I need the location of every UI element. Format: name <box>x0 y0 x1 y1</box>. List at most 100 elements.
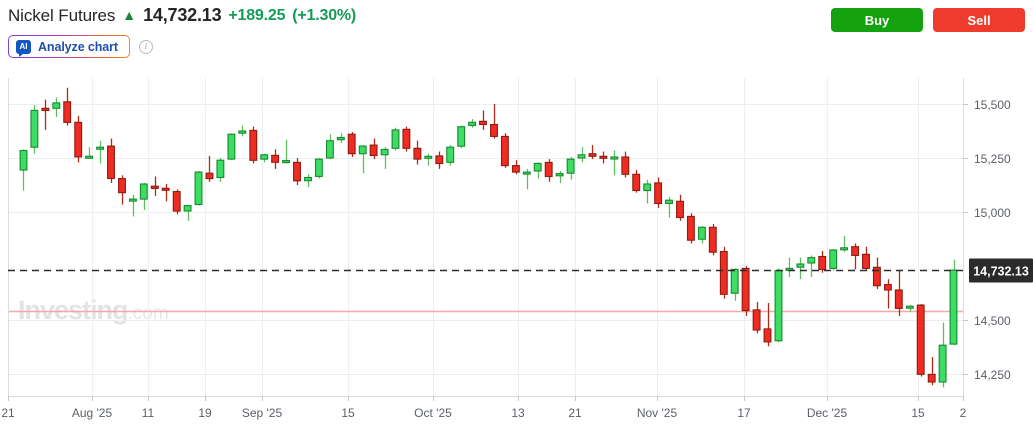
y-axis-label: 15,500 <box>974 98 1011 112</box>
candle-body <box>380 148 389 156</box>
candle-body <box>916 304 925 375</box>
candle-body <box>479 120 487 126</box>
candle-body <box>905 305 914 309</box>
ai-tools-row: AI Analyze chart i <box>8 35 153 58</box>
up-triangle-icon: ▲ <box>122 6 137 23</box>
candle-body <box>118 178 126 194</box>
candle-body <box>435 155 444 165</box>
candle-body <box>74 121 83 158</box>
x-axis-label: 2 <box>960 406 967 420</box>
candle-body <box>818 255 827 271</box>
candle-body <box>194 171 203 206</box>
candle-body <box>883 284 892 291</box>
candle-body <box>796 263 805 268</box>
candle-body <box>533 162 542 172</box>
candle-body <box>314 158 323 177</box>
candle-body <box>741 267 750 312</box>
candle-body <box>752 309 761 331</box>
current-price-badge: 14,732.13 <box>969 258 1033 283</box>
y-axis-label: 14,250 <box>974 368 1011 382</box>
candle-body <box>500 135 509 167</box>
candle-body <box>369 144 378 157</box>
candle-body <box>128 198 137 202</box>
candle-body <box>676 200 684 219</box>
x-axis-label: Oct '25 <box>414 406 452 420</box>
candle-body <box>588 153 597 157</box>
candle-body <box>424 155 433 159</box>
candle-body <box>402 128 411 149</box>
candle-body <box>686 215 695 241</box>
ai-icon: AI <box>16 39 31 57</box>
buy-button[interactable]: Buy <box>831 8 923 32</box>
change-absolute: +189.25 <box>228 6 286 24</box>
analyze-chart-button[interactable]: AI Analyze chart <box>8 35 130 58</box>
candle-body <box>697 226 706 240</box>
candle-body <box>566 158 575 174</box>
sell-button[interactable]: Sell <box>933 8 1025 32</box>
candle-body <box>632 173 641 192</box>
candle-body <box>336 136 345 141</box>
candle-body <box>511 165 520 173</box>
candle-body <box>391 129 400 149</box>
x-axis-label: 21 <box>568 406 582 420</box>
x-axis-label: Sep '25 <box>242 406 283 420</box>
y-axis-label: 15,000 <box>974 206 1011 220</box>
candle-body <box>96 146 105 150</box>
candle-body <box>840 247 849 251</box>
candle-body <box>719 250 728 295</box>
candle-body <box>457 126 466 147</box>
candle-body <box>304 176 312 182</box>
candle-body <box>107 145 115 180</box>
candle-body <box>862 253 870 269</box>
candle-body <box>249 129 258 161</box>
candle-body <box>30 109 39 148</box>
instrument-name: Nickel Futures <box>8 5 116 25</box>
candle-body <box>446 146 455 163</box>
info-icon[interactable]: i <box>138 39 153 54</box>
candle-body <box>271 154 280 163</box>
candle-body <box>577 154 586 159</box>
candle-body <box>555 173 564 177</box>
x-axis-label: 15 <box>341 406 355 420</box>
candle-body <box>358 145 367 155</box>
candle-body <box>238 130 247 134</box>
x-axis-label: 11 <box>142 406 155 420</box>
candle-body <box>774 269 783 342</box>
candle-body <box>52 102 61 109</box>
x-axis-label: 19 <box>198 406 212 420</box>
candle-body <box>260 154 269 160</box>
candle-body <box>730 268 739 294</box>
candle-body <box>150 185 159 189</box>
x-axis-label: 17 <box>737 406 751 420</box>
x-axis-label: Aug '25 <box>72 406 113 420</box>
candle-body <box>872 266 881 287</box>
trade-actions: Buy Sell <box>831 8 1025 32</box>
price-badge-text: 14,732.13 <box>973 265 1029 279</box>
x-axis-label: 15 <box>911 406 925 420</box>
candle-body <box>413 147 422 160</box>
candle-body <box>610 156 619 160</box>
candle-body <box>599 155 608 159</box>
candle-body <box>85 155 94 159</box>
candle-body <box>829 249 838 269</box>
candle-body <box>293 161 301 182</box>
candle-body <box>665 199 673 204</box>
x-axis-label: Nov '25 <box>637 406 678 420</box>
candle-body <box>205 172 214 180</box>
candle-body <box>172 191 181 212</box>
candle-body <box>938 344 947 383</box>
analyze-chart-label: Analyze chart <box>38 39 118 54</box>
change-percent: (+1.30%) <box>292 6 357 24</box>
candle-body <box>643 183 652 192</box>
candle-body <box>216 159 225 179</box>
y-axis-label: 15,250 <box>974 152 1011 166</box>
candle-body <box>347 133 356 155</box>
chart-canvas[interactable]: 15,500 15,250 15,000 14,500 14,250 21 Aug '25 1… <box>0 70 1033 440</box>
candlestick-chart[interactable]: 15,500 15,250 15,000 14,500 14,250 21 Aug '25 1… <box>0 70 1033 440</box>
candle-body <box>708 226 717 253</box>
candle-body <box>183 205 192 212</box>
candle-body <box>894 289 903 309</box>
candle-body <box>949 269 958 345</box>
y-axis-label: 14,500 <box>974 314 1011 328</box>
